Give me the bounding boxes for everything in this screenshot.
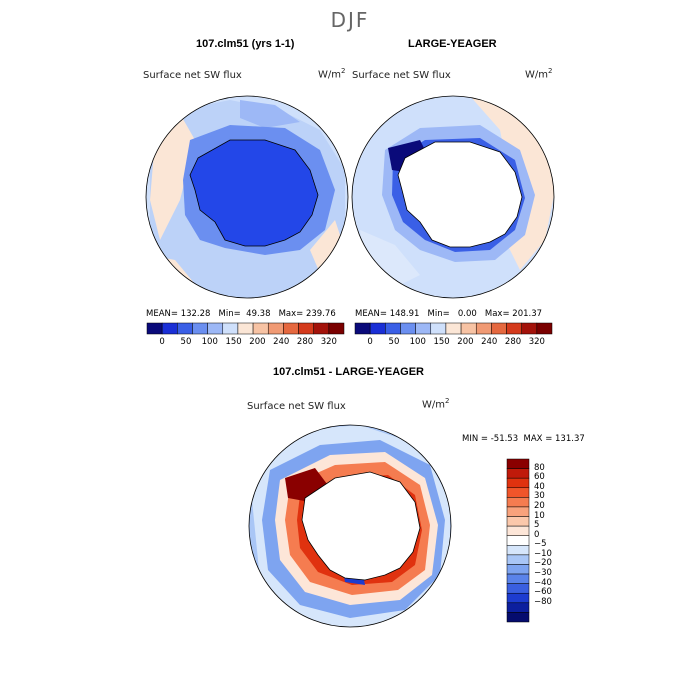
colorbar-tick-label: −20 (534, 558, 552, 569)
panel-3-variable: Surface net SW flux (247, 401, 346, 412)
colorbar-swatch (491, 322, 507, 335)
colorbar-swatch (283, 322, 299, 335)
colorbar-swatch (385, 322, 401, 335)
colorbar-tick-label: 280 (296, 337, 314, 347)
panel-2-units: W/m2 (525, 67, 553, 81)
colorbar-swatch (506, 506, 530, 517)
colorbar-swatch (313, 322, 330, 335)
colorbar-swatch (506, 612, 530, 623)
colorbar-tick-label: −10 (534, 548, 552, 559)
colorbar-tick-label: 320 (528, 337, 545, 347)
colorbar-swatch (506, 535, 530, 546)
colorbar-tick-label: 240 (273, 337, 290, 347)
panel-2-stats: MEAN= 148.91 Min= 0.00 Max= 201.37 (355, 309, 543, 319)
colorbar-tick-label: 100 (201, 337, 218, 347)
colorbar-swatch (506, 602, 530, 613)
colorbar-tick-label: 5 (534, 520, 540, 531)
colorbar-swatch (506, 573, 530, 584)
colorbar-swatch (521, 322, 538, 335)
colorbar-panel-1 (146, 322, 345, 335)
colorbar-panel-3 (506, 458, 530, 623)
colorbar-swatch (506, 458, 530, 469)
panel-3-map-border (248, 424, 452, 628)
colorbar-swatch (506, 592, 530, 604)
colorbar-tick-label: 80 (534, 462, 545, 473)
colorbar-swatch (430, 322, 447, 335)
colorbar-swatch (400, 322, 416, 335)
colorbar-swatch (298, 322, 314, 335)
colorbar-swatch (536, 322, 553, 335)
colorbar-tick-label: −5 (534, 539, 547, 550)
colorbar-tick-label: 60 (534, 472, 545, 483)
panel-1-map-border (145, 95, 349, 299)
colorbar-tick-label: 200 (457, 337, 474, 347)
panel-1-title: 107.clm51 (yrs 1-1) (196, 38, 295, 50)
colorbar-swatch (506, 554, 530, 565)
colorbar-swatch (207, 322, 224, 335)
colorbar-tick-label: 240 (481, 337, 498, 347)
figure-title: DJF (330, 8, 370, 32)
colorbar-tick-label: 50 (180, 337, 192, 347)
panel-2-map-border (351, 95, 555, 299)
panel-1-units: W/m2 (318, 67, 346, 81)
colorbar-swatch (506, 545, 530, 556)
colorbar-swatch (506, 525, 530, 536)
colorbar-tick-label: 30 (534, 491, 545, 502)
panel-1-variable: Surface net SW flux (143, 70, 242, 81)
panel-3-units: W/m2 (422, 397, 450, 411)
panel-3-title: 107.clm51 - LARGE-YEAGER (273, 366, 424, 378)
colorbar-swatch (506, 564, 530, 575)
colorbar-tick-label: 40 (534, 481, 545, 492)
colorbar-swatch (161, 322, 178, 335)
colorbar-tick-label: 200 (249, 337, 266, 347)
colorbar-tick-label: 150 (433, 337, 450, 347)
colorbar-tick-label: −80 (534, 596, 552, 607)
colorbar-tick-label: 150 (225, 337, 242, 347)
colorbar-swatch (506, 497, 530, 508)
panel-1-map (146, 96, 348, 298)
colorbar-tick-label: 280 (504, 337, 522, 347)
colorbar-swatch (237, 322, 254, 335)
colorbar-tick-label: 50 (388, 337, 400, 347)
colorbar-tick-label: −30 (534, 568, 552, 579)
colorbar-tick-label: −40 (534, 577, 552, 588)
colorbar-swatch (475, 322, 492, 335)
colorbar-tick-label: 0 (159, 337, 165, 347)
colorbar-swatch (506, 468, 530, 479)
colorbar-swatch (506, 477, 530, 489)
colorbar-swatch (445, 322, 462, 335)
colorbar-tick-label: 0 (367, 337, 373, 347)
colorbar-panel-2 (354, 322, 553, 335)
colorbar-swatch (369, 322, 386, 335)
panel-2-title: LARGE-YEAGER (408, 38, 497, 50)
colorbar-swatch (354, 322, 371, 335)
colorbar-tick-label: 100 (409, 337, 426, 347)
panel-1-stats: MEAN= 132.28 Min= 49.38 Max= 239.76 (146, 309, 336, 319)
colorbar-swatch (252, 322, 269, 335)
colorbar-swatch (222, 322, 239, 335)
colorbar-swatch (506, 322, 522, 335)
colorbar-swatch (267, 322, 284, 335)
colorbar-swatch (192, 322, 208, 335)
colorbar-tick-label: 320 (320, 337, 337, 347)
colorbar-swatch (460, 322, 477, 335)
colorbar-swatch (328, 322, 345, 335)
panel-2-variable: Surface net SW flux (352, 70, 451, 81)
panel-2-map (352, 96, 554, 298)
colorbar-tick-label: 20 (534, 500, 545, 511)
panel-3-stats: MIN = -51.53 MAX = 131.37 (462, 434, 585, 444)
colorbar-tick-label: −60 (534, 587, 552, 598)
colorbar-tick-label: 10 (534, 510, 545, 521)
colorbar-swatch (506, 583, 530, 594)
colorbar-tick-label: 0 (534, 529, 540, 540)
colorbar-swatch (415, 322, 432, 335)
colorbar-swatch (177, 322, 193, 335)
colorbar-swatch (506, 516, 530, 527)
panel-3-map (249, 425, 451, 627)
colorbar-swatch (146, 322, 163, 335)
colorbar-swatch (506, 487, 530, 498)
